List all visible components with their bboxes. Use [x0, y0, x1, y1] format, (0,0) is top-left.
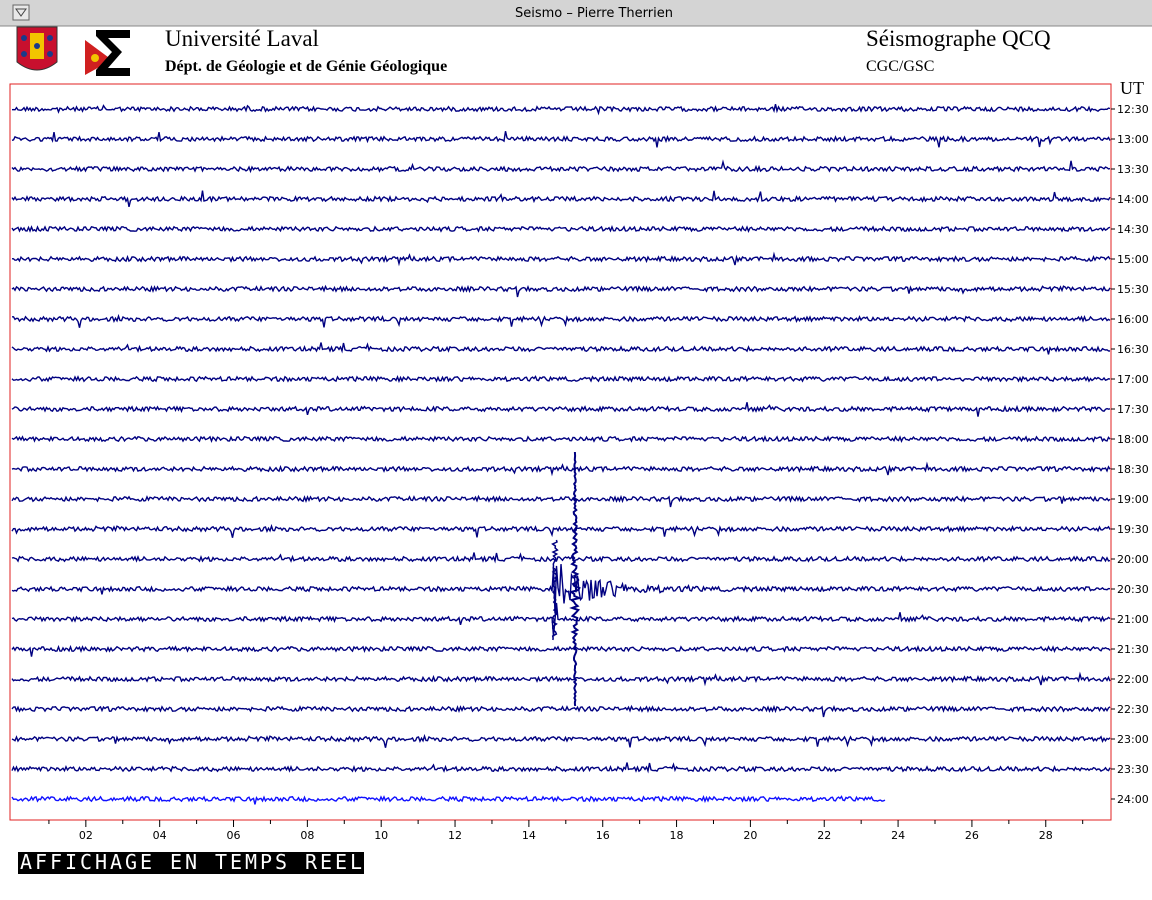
row-label: 17:30 — [1117, 403, 1149, 416]
trace — [11, 461, 1111, 477]
x-label: 18 — [670, 829, 684, 842]
x-label: 10 — [374, 829, 388, 842]
station: Séismographe QCQ — [866, 26, 1051, 51]
trace — [11, 602, 1111, 637]
trace — [11, 733, 1111, 748]
trace — [11, 434, 1111, 444]
trace — [11, 794, 886, 805]
trace — [11, 159, 1111, 174]
department: Dépt. de Géologie et de Génie Géologique — [165, 58, 447, 75]
laval-logo — [16, 26, 58, 71]
window-title: Seismo – Pierre Therrien — [515, 6, 673, 21]
row-label: 23:00 — [1117, 733, 1149, 746]
row-label: 18:00 — [1117, 433, 1149, 446]
row-label: 19:00 — [1117, 493, 1149, 506]
trace — [11, 671, 1111, 687]
title-bar — [0, 0, 1152, 26]
x-label: 28 — [1039, 829, 1053, 842]
status: AFFICHAGE EN TEMPS REEL — [20, 850, 362, 874]
menu-icon — [15, 8, 27, 17]
x-label: 04 — [153, 829, 167, 842]
trace — [11, 644, 1111, 657]
row-label: 15:30 — [1117, 283, 1149, 296]
trace — [11, 251, 1111, 267]
trace — [11, 494, 1111, 508]
row-label: 23:30 — [1117, 763, 1149, 776]
trace — [12, 313, 1111, 328]
row-label: 18:30 — [1117, 463, 1149, 476]
x-label: 02 — [79, 829, 93, 842]
axis-labels: 12:30 13:00 13:30 14:00 14:30 15:00 15:30 16:00… — [48, 103, 1149, 842]
x-label: 14 — [522, 829, 536, 842]
trace — [11, 190, 1111, 208]
row-label: 20:30 — [1117, 583, 1149, 596]
window-menu-button[interactable] — [12, 4, 30, 21]
trace — [11, 704, 1111, 718]
unit-label: UT — [1120, 78, 1144, 98]
row-label: 16:30 — [1117, 343, 1149, 356]
row-label: 13:30 — [1117, 163, 1149, 176]
trace — [11, 552, 1111, 564]
event-spike — [568, 451, 583, 707]
x-label: 26 — [965, 829, 979, 842]
row-label: 21:30 — [1117, 643, 1149, 656]
row-label: 22:00 — [1117, 673, 1149, 686]
traces — [11, 104, 1115, 805]
x-label: 06 — [227, 829, 241, 842]
row-label: 19:30 — [1117, 523, 1149, 536]
row-label: 17:00 — [1117, 373, 1149, 386]
trace — [11, 523, 1111, 538]
institution: Université Laval — [165, 26, 319, 51]
geology-logo — [85, 30, 130, 76]
x-label: 20 — [743, 829, 757, 842]
row-label: 15:00 — [1117, 253, 1149, 266]
status-bg — [18, 852, 364, 874]
row-label: 21:00 — [1117, 613, 1149, 626]
network: CGC/GSC — [866, 58, 934, 75]
trace — [11, 342, 1111, 355]
trace — [11, 224, 1111, 234]
row-label: 24:00 — [1117, 793, 1149, 806]
trace — [11, 402, 1111, 417]
row-label: 16:00 — [1117, 313, 1149, 326]
trace — [11, 564, 1111, 614]
trace — [11, 374, 1111, 384]
plot-frame — [9, 83, 1112, 821]
row-label: 12:30 — [1117, 103, 1149, 116]
x-label: 16 — [596, 829, 610, 842]
row-label: 22:30 — [1117, 703, 1149, 716]
trace — [11, 131, 1111, 148]
x-label: 08 — [300, 829, 314, 842]
x-label: 12 — [448, 829, 462, 842]
x-label: 24 — [891, 829, 905, 842]
trace — [11, 762, 1111, 774]
row-label: 14:00 — [1117, 193, 1149, 206]
row-label: 13:00 — [1117, 133, 1149, 146]
trace — [11, 284, 1111, 298]
row-label: 14:30 — [1117, 223, 1149, 236]
event-onset — [551, 539, 559, 641]
row-label: 20:00 — [1117, 553, 1149, 566]
trace — [11, 104, 1111, 116]
x-label: 22 — [817, 829, 831, 842]
